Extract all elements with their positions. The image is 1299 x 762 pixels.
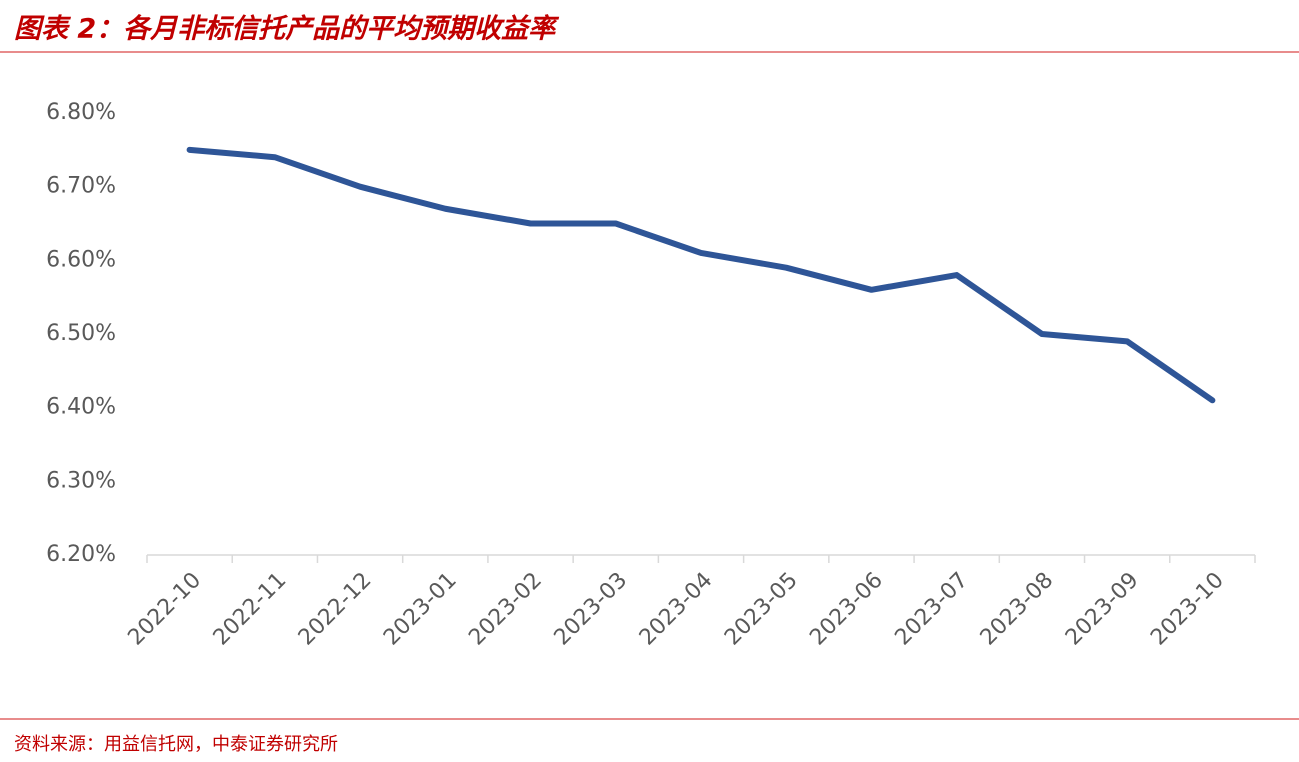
x-tick-label: 2022-10	[123, 568, 206, 651]
x-tick-label: 2022-11	[209, 568, 292, 651]
y-tick-label: 6.70%	[46, 174, 116, 199]
y-tick-label: 6.60%	[46, 247, 116, 272]
x-tick-label: 2022-12	[294, 568, 377, 651]
x-tick-label: 2023-08	[976, 568, 1059, 651]
y-tick-label: 6.80%	[46, 100, 116, 125]
chart-title: 图表 2：各月非标信托产品的平均预期收益率	[14, 14, 560, 45]
source-note: 资料来源：用益信托网，中泰证券研究所	[14, 734, 338, 755]
x-tick-label: 2023-07	[891, 568, 974, 651]
data-line	[186, 146, 1216, 404]
y-tick-label: 6.20%	[46, 542, 116, 567]
y-tick-label: 6.50%	[46, 321, 116, 346]
x-tick-label: 2023-05	[720, 568, 803, 651]
x-tick-label: 2023-04	[635, 568, 718, 651]
x-tick-label: 2023-10	[1146, 568, 1229, 651]
x-tick-label: 2023-09	[1061, 568, 1144, 651]
x-tick-label: 2023-02	[464, 568, 547, 651]
y-tick-label: 6.30%	[46, 468, 116, 493]
x-tick-label: 2023-06	[805, 568, 888, 651]
y-tick-label: 6.40%	[46, 395, 116, 420]
x-tick-label: 2023-01	[379, 568, 462, 651]
x-tick-label: 2023-03	[550, 568, 633, 651]
